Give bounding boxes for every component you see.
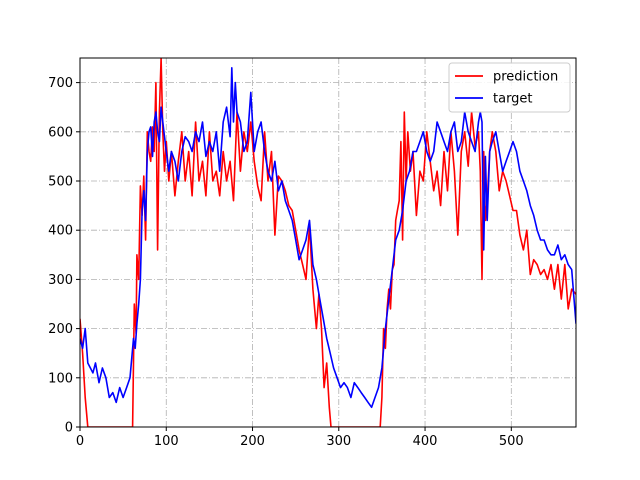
x-tick-label: 500 xyxy=(499,434,524,449)
x-tick-label: 300 xyxy=(326,434,351,449)
x-tick-label: 100 xyxy=(154,434,179,449)
y-tick-label: 300 xyxy=(48,273,73,288)
y-tick-label: 600 xyxy=(48,125,73,140)
axis-ticks: 0 100 200 300 400 500 0 100 200 300 400 500 600 700 xyxy=(48,76,524,449)
y-tick-label: 700 xyxy=(48,76,73,91)
legend-label-prediction: prediction xyxy=(493,70,558,85)
y-tick-label: 0 xyxy=(65,421,73,436)
plot-area-frame xyxy=(79,57,577,428)
y-tick-label: 100 xyxy=(48,371,73,386)
y-tick-label: 400 xyxy=(48,224,73,239)
series-line-target xyxy=(80,67,576,409)
y-tick-label: 500 xyxy=(48,175,73,190)
legend-label-target: target xyxy=(493,92,533,107)
y-tick-label: 200 xyxy=(48,322,73,337)
x-tick-label: 0 xyxy=(76,434,84,449)
legend: prediction target xyxy=(448,62,571,113)
series-layer xyxy=(80,58,576,427)
x-tick-label: 400 xyxy=(413,434,438,449)
x-tick-label: 200 xyxy=(240,434,265,449)
